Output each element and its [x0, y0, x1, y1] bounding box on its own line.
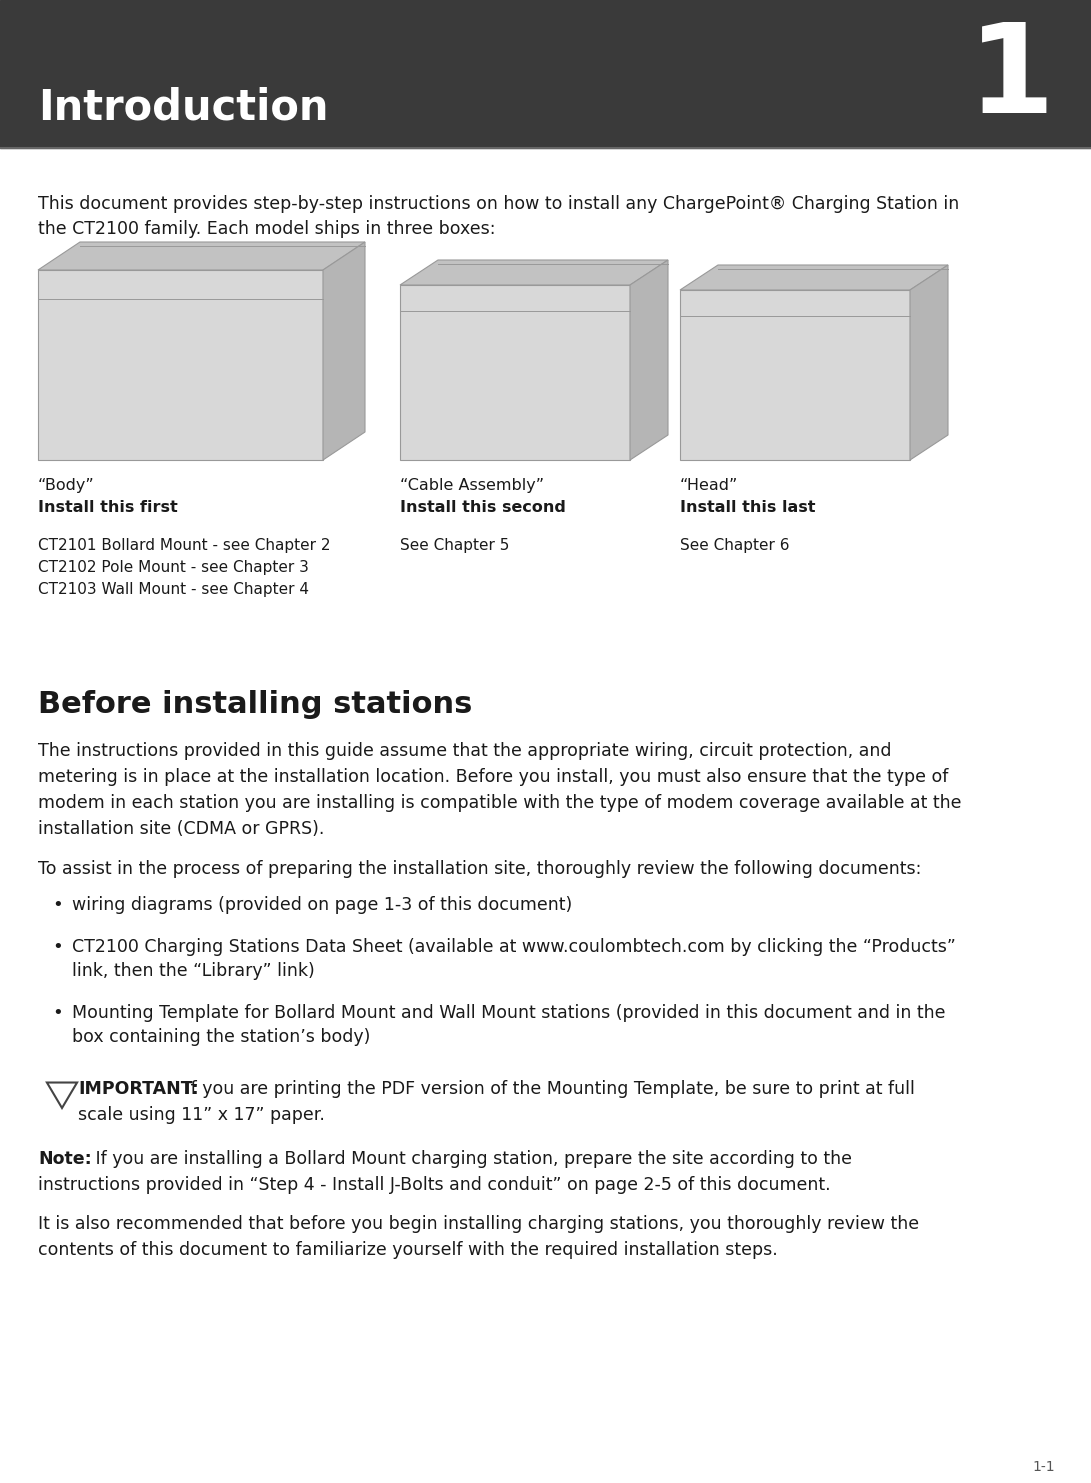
Text: It is also recommended that before you begin installing charging stations, you t: It is also recommended that before you b…: [38, 1215, 919, 1232]
Polygon shape: [400, 260, 668, 285]
Text: !: !: [59, 1091, 65, 1105]
Text: “Body”: “Body”: [38, 478, 95, 492]
Text: installation site (CDMA or GPRS).: installation site (CDMA or GPRS).: [38, 820, 324, 838]
Text: instructions provided in “Step 4 - Install J-Bolts and conduit” on page 2-5 of t: instructions provided in “Step 4 - Insta…: [38, 1176, 830, 1194]
Polygon shape: [680, 265, 948, 291]
Text: “Cable Assembly”: “Cable Assembly”: [400, 478, 544, 492]
Polygon shape: [630, 260, 668, 460]
Text: scale using 11” x 17” paper.: scale using 11” x 17” paper.: [77, 1106, 325, 1124]
Text: Install this last: Install this last: [680, 500, 815, 515]
Text: Install this first: Install this first: [38, 500, 178, 515]
Text: If you are installing a Bollard Mount charging station, prepare the site accordi: If you are installing a Bollard Mount ch…: [89, 1149, 852, 1169]
Polygon shape: [323, 242, 365, 460]
Text: Note:: Note:: [38, 1149, 92, 1169]
Text: Before installing stations: Before installing stations: [38, 690, 472, 719]
Text: To assist in the process of preparing the installation site, thoroughly review t: To assist in the process of preparing th…: [38, 860, 922, 878]
Text: See Chapter 5: See Chapter 5: [400, 538, 509, 553]
Text: •: •: [52, 1004, 63, 1022]
Text: Install this second: Install this second: [400, 500, 566, 515]
Bar: [0, 0, 1091, 148]
Text: 1: 1: [968, 18, 1055, 139]
Text: modem in each station you are installing is compatible with the type of modem co: modem in each station you are installing…: [38, 793, 961, 813]
Text: See Chapter 6: See Chapter 6: [680, 538, 790, 553]
Text: “Head”: “Head”: [680, 478, 739, 492]
Text: The instructions provided in this guide assume that the appropriate wiring, circ: The instructions provided in this guide …: [38, 742, 891, 759]
Polygon shape: [400, 285, 630, 460]
Text: CT2100 Charging Stations Data Sheet (available at www.coulombtech.com by clickin: CT2100 Charging Stations Data Sheet (ava…: [72, 939, 956, 957]
Polygon shape: [910, 265, 948, 460]
Text: box containing the station’s body): box containing the station’s body): [72, 1028, 370, 1046]
Text: Introduction: Introduction: [38, 86, 328, 128]
Text: CT2101 Bollard Mount - see Chapter 2: CT2101 Bollard Mount - see Chapter 2: [38, 538, 331, 553]
Text: •: •: [52, 939, 63, 957]
Text: metering is in place at the installation location. Before you install, you must : metering is in place at the installation…: [38, 768, 948, 786]
Polygon shape: [47, 1083, 77, 1108]
Text: contents of this document to familiarize yourself with the required installation: contents of this document to familiarize…: [38, 1241, 778, 1259]
Text: wiring diagrams (provided on page 1-3 of this document): wiring diagrams (provided on page 1-3 of…: [72, 896, 573, 914]
Text: IMPORTANT:: IMPORTANT:: [77, 1080, 199, 1097]
Text: CT2102 Pole Mount - see Chapter 3: CT2102 Pole Mount - see Chapter 3: [38, 561, 309, 575]
Text: link, then the “Library” link): link, then the “Library” link): [72, 962, 314, 980]
Polygon shape: [38, 242, 365, 270]
Text: •: •: [52, 896, 63, 914]
Polygon shape: [38, 270, 323, 460]
Polygon shape: [680, 291, 910, 460]
Text: If you are printing the PDF version of the Mounting Template, be sure to print a: If you are printing the PDF version of t…: [180, 1080, 915, 1097]
Text: This document provides step-by-step instructions on how to install any ChargePoi: This document provides step-by-step inst…: [38, 194, 959, 214]
Text: Mounting Template for Bollard Mount and Wall Mount stations (provided in this do: Mounting Template for Bollard Mount and …: [72, 1004, 946, 1022]
Text: the CT2100 family. Each model ships in three boxes:: the CT2100 family. Each model ships in t…: [38, 219, 495, 237]
Text: 1-1: 1-1: [1032, 1459, 1055, 1474]
Text: CT2103 Wall Mount - see Chapter 4: CT2103 Wall Mount - see Chapter 4: [38, 581, 309, 598]
